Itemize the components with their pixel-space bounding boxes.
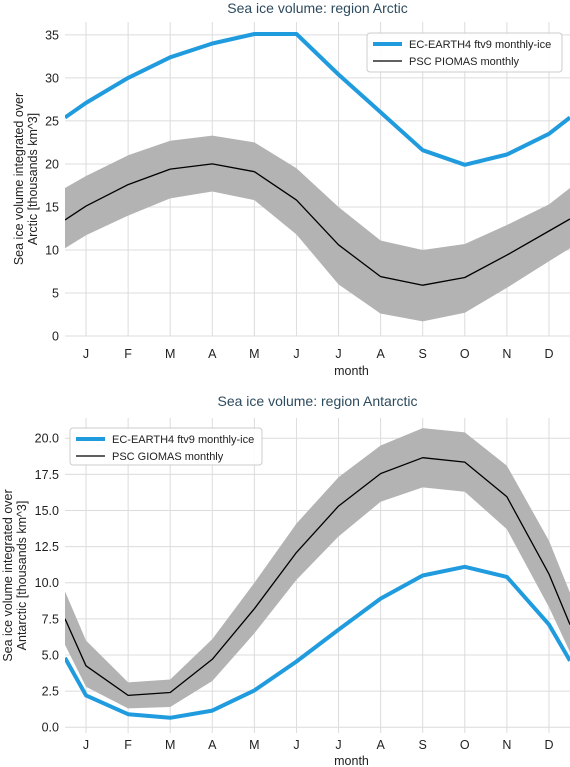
x-tick-label: A: [376, 738, 385, 752]
legend: EC-EARTH4 ftv9 monthly-ice PSC PIOMAS mon…: [366, 32, 563, 73]
observation-series-line: [65, 163, 570, 286]
y-tick-label: 0: [52, 330, 59, 344]
uncertainty-band: [65, 135, 570, 322]
x-tick-label: D: [544, 347, 553, 361]
y-axis-label-line: Sea ice volume integrated over: [1, 489, 15, 661]
y-tick-label: 17.5: [35, 468, 59, 482]
x-tick-label: M: [165, 347, 175, 361]
legend-label: PSC PIOMAS monthly: [409, 56, 520, 68]
x-tick-label: A: [208, 738, 217, 752]
legend-box: [69, 427, 263, 466]
x-tick-label: O: [460, 347, 470, 361]
x-tick-label: N: [502, 347, 511, 361]
x-tick-label: J: [83, 347, 89, 361]
y-tick-label: 20.0: [35, 432, 59, 446]
model-series-line: [65, 564, 570, 720]
x-axis-label: month: [334, 754, 369, 767]
y-tick-label: 25: [45, 114, 59, 128]
x-tick-label: F: [124, 347, 132, 361]
y-tick-label: 5: [52, 286, 59, 300]
x-tick-label: S: [419, 738, 427, 752]
x-tick-label: J: [335, 347, 341, 361]
model-series-line: [65, 32, 570, 167]
y-tick-label: 7.5: [42, 612, 59, 626]
y-tick-label: 35: [45, 28, 59, 42]
x-tick-label: M: [249, 347, 259, 361]
x-tick-label: M: [165, 738, 175, 752]
observation-series-line: [65, 457, 570, 697]
y-tick-label: 30: [45, 71, 59, 85]
y-axis-label-line: Arctic [thousands km^3]: [26, 113, 40, 245]
y-tick-label: 15.0: [35, 504, 59, 518]
legend-label: EC-EARTH4 ftv9 monthly-ice: [112, 434, 254, 446]
plot-area: [65, 32, 570, 322]
legend-box: [366, 32, 563, 73]
y-tick-label: 5.0: [42, 648, 59, 662]
legend-label: EC-EARTH4 ftv9 monthly-ice: [409, 39, 551, 51]
x-axis-label: month: [334, 364, 369, 378]
chart-title: Sea ice volume: region Arctic: [227, 0, 408, 16]
x-tick-label: J: [293, 347, 299, 361]
y-tick-label: 12.5: [35, 540, 59, 554]
y-axis-label-line: Sea ice volume integrated over: [12, 93, 26, 265]
x-tick-label: D: [544, 738, 553, 752]
x-tick-label: O: [460, 738, 470, 752]
legend: EC-EARTH4 ftv9 monthly-ice PSC GIOMAS mon…: [69, 427, 263, 466]
x-tick-label: S: [419, 347, 427, 361]
plot-area: [65, 428, 570, 720]
y-axis-label: Sea ice volume integrated overArctic [th…: [12, 93, 40, 265]
chart-2: Sea ice volume: region Antarctic 0.0 2.5 5.…: [1, 393, 570, 767]
y-axis-label: Sea ice volume integrated overAntarctic …: [1, 489, 29, 661]
y-tick-label: 10.0: [35, 576, 59, 590]
x-tick-label: J: [83, 738, 89, 752]
y-tick-label: 2.5: [42, 685, 59, 699]
legend-label: PSC GIOMAS monthly: [112, 451, 224, 463]
x-tick-label: J: [293, 738, 299, 752]
x-tick-label: M: [249, 738, 259, 752]
x-tick-label: J: [335, 738, 341, 752]
y-tick-label: 15: [45, 200, 59, 214]
x-tick-label: A: [376, 347, 385, 361]
y-tick-label: 20: [45, 157, 59, 171]
y-tick-label: 10: [45, 243, 59, 257]
x-tick-label: A: [208, 347, 217, 361]
chart-title: Sea ice volume: region Antarctic: [218, 393, 418, 409]
chart-1: Sea ice volume: region Arctic 0 5 10 15 20 25 3…: [12, 0, 570, 378]
y-tick-label: 0.0: [42, 721, 59, 735]
x-tick-label: N: [502, 738, 511, 752]
x-tick-label: F: [124, 738, 132, 752]
y-axis-label-line: Antarctic [thousands km^3]: [15, 501, 29, 651]
uncertainty-band: [65, 428, 570, 709]
